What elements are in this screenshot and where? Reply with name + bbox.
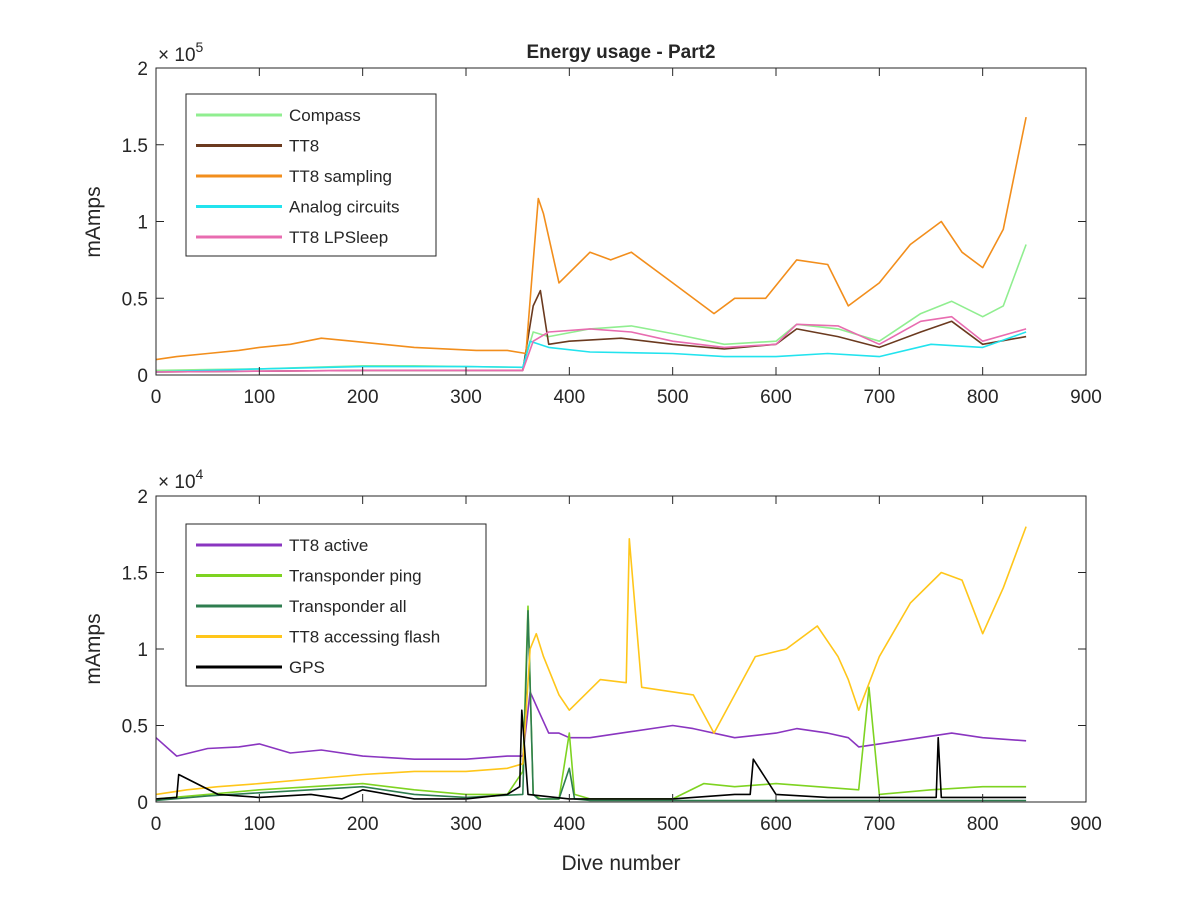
bottom-y-exponent: × 104 (158, 466, 204, 493)
top-legend-label: TT8 sampling (289, 167, 392, 186)
bottom-y-exponent-base: × 10 (158, 472, 196, 493)
top-x-tick-label: 100 (243, 387, 275, 408)
bottom-series-transponder-ping (155, 605, 1027, 800)
bottom-x-tick-label: 100 (243, 814, 275, 835)
top-x-tick-label: 0 (151, 387, 162, 408)
bottom-series-transponder-all (155, 609, 1027, 802)
bottom-x-tick-label: 200 (347, 814, 379, 835)
bottom-legend-label: TT8 active (289, 536, 368, 555)
top-y-exponent-power: 5 (196, 39, 204, 55)
top-y-tick-label: 0.5 (122, 289, 148, 310)
bottom-plot-area: 0 100 200 300 400 500 600 700 800 900 0 0.5 1 1.5 2 (122, 487, 1102, 835)
bottom-legend-label: GPS (289, 658, 325, 677)
bottom-x-tick-label: 400 (553, 814, 585, 835)
top-legend-label: TT8 LPSleep (289, 228, 388, 247)
top-y-tick-label: 1 (137, 213, 148, 234)
top-chart-title: Energy usage - Part2 (526, 42, 715, 63)
bottom-series-gps (155, 709, 1027, 800)
bottom-series-tt8-active (155, 690, 1027, 761)
top-y-tick-label: 0 (137, 366, 148, 387)
top-chart-panel: Energy usage - Part2 mAmps × 105 0 100 200… (82, 39, 1102, 408)
bottom-x-tick-label: 800 (967, 814, 999, 835)
bottom-x-tick-label: 600 (760, 814, 792, 835)
top-plot-area: 0 100 200 300 400 500 600 700 800 900 0 0.5 1 1.5 2 (122, 59, 1102, 408)
top-x-tick-label: 200 (347, 387, 379, 408)
bottom-x-tick-label: 900 (1070, 814, 1102, 835)
top-legend-label: TT8 (289, 137, 319, 156)
bottom-y-tick-label: 0.5 (122, 717, 148, 738)
top-legend-label: Analog circuits (289, 198, 400, 217)
top-x-tick-label: 900 (1070, 387, 1102, 408)
bottom-x-tick-label: 700 (863, 814, 895, 835)
top-x-tick-label: 500 (657, 387, 689, 408)
bottom-chart-panel: mAmps Dive number × 104 0 100 200 300 400 500… (82, 466, 1102, 875)
top-x-tick-label: 700 (863, 387, 895, 408)
bottom-legend-label: Transponder ping (289, 567, 422, 586)
bottom-y-tick-label: 2 (137, 487, 148, 508)
bottom-x-tick-label: 0 (151, 814, 162, 835)
top-series-analog-circuits (155, 331, 1027, 373)
bottom-y-tick-label: 1 (137, 640, 148, 661)
bottom-y-axis-label: mAmps (82, 613, 105, 684)
bottom-y-tick-label: 0 (137, 793, 148, 814)
top-legend: Compass TT8 TT8 sampling Analog circuits TT8… (185, 93, 437, 257)
bottom-legend-label: TT8 accessing flash (289, 628, 440, 647)
bottom-y-tick-label: 1.5 (122, 564, 148, 585)
bottom-legend-label: Transponder all (289, 597, 407, 616)
top-legend-label: Compass (289, 106, 361, 125)
bottom-x-tick-label: 500 (657, 814, 689, 835)
top-series-tt8-sampling (155, 116, 1027, 361)
bottom-x-axis-label: Dive number (561, 852, 680, 875)
top-x-tick-label: 400 (553, 387, 585, 408)
top-y-tick-label: 1.5 (122, 136, 148, 157)
top-x-tick-label: 800 (967, 387, 999, 408)
top-y-axis-label: mAmps (82, 186, 105, 257)
bottom-legend: TT8 active Transponder ping Transponder al… (185, 523, 487, 687)
top-x-tick-label: 600 (760, 387, 792, 408)
top-y-exponent: × 105 (158, 39, 204, 66)
bottom-y-exponent-power: 4 (196, 466, 204, 482)
top-y-exponent-base: × 10 (158, 45, 196, 66)
top-x-tick-label: 300 (450, 387, 482, 408)
top-y-tick-label: 2 (137, 59, 148, 80)
bottom-series-tt8-accessing-flash (155, 526, 1027, 796)
bottom-x-tick-label: 300 (450, 814, 482, 835)
